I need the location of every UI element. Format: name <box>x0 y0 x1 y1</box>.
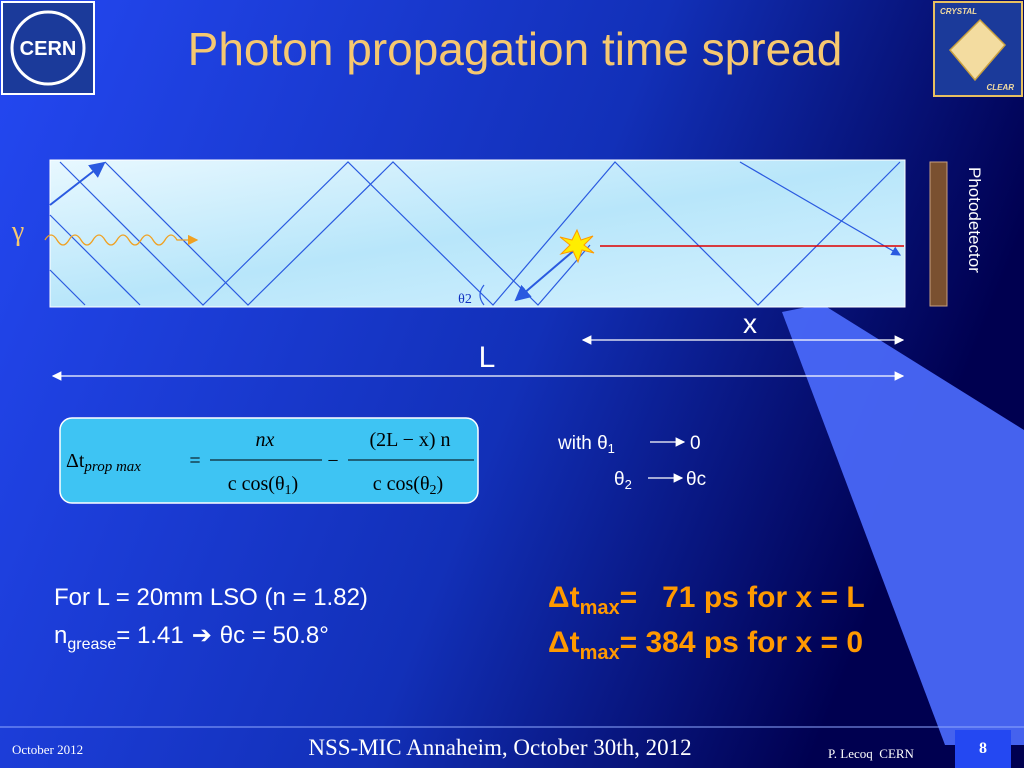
photodetector <box>929 161 948 307</box>
ray-arrow <box>514 246 579 302</box>
limit-part: θ <box>614 469 625 490</box>
result-part: = 71 ps for x = L <box>620 581 865 614</box>
cern-logo <box>1 1 95 95</box>
slide-title: Photon propagation time spread <box>188 23 843 75</box>
ray-arrow <box>739 161 902 256</box>
crystal-logo-text: CRYSTAL <box>940 7 977 16</box>
result-part: max <box>580 597 620 619</box>
formula-text: Δtprop max <box>66 450 141 475</box>
formula-part: ) <box>292 473 299 495</box>
result-text: Δtmax= 384 ps for x = 0 <box>548 626 863 664</box>
condition-part: = 1.41 <box>116 622 183 649</box>
formula-part: Δt <box>66 450 85 472</box>
beam <box>782 304 1024 745</box>
ray-path <box>49 214 141 306</box>
angle-label: θ2 <box>458 292 472 307</box>
ray-path <box>49 269 86 306</box>
limit-part: 1 <box>608 441 615 456</box>
condition-part: n <box>54 622 67 649</box>
limit-text: θc <box>686 469 706 490</box>
limit-text: 0 <box>690 433 701 454</box>
page-number-box <box>955 730 1011 768</box>
formula-part: prop max <box>83 459 141 475</box>
condition-text: ngrease= 1.41 ➔ θc = 50.8° <box>54 622 329 653</box>
ray-path <box>104 161 591 306</box>
result-part: max <box>580 642 620 664</box>
cern-logo-ring <box>10 10 86 86</box>
condition-text: For L = 20mm LSO (n = 1.82) <box>54 584 368 611</box>
crystal-logo-shape <box>948 18 1007 82</box>
gamma-wave <box>44 234 199 246</box>
angle-arc <box>479 284 485 306</box>
cern-logo-text: CERN <box>20 38 77 60</box>
formula-text: = <box>189 450 200 472</box>
limit-part: with θ <box>557 433 608 454</box>
scintillation-flash <box>559 228 595 264</box>
limit-part: 2 <box>625 477 632 492</box>
photodetector-label: Photodetector <box>965 167 984 273</box>
crystal-logo-text: CLEAR <box>986 83 1014 92</box>
footer-author: P. Lecoq CERN <box>828 746 915 761</box>
footer-event: NSS-MIC Annaheim, October 30th, 2012 <box>308 735 691 760</box>
condition-part: ➔ <box>192 622 212 649</box>
result-part: = 384 ps for x = 0 <box>620 626 863 659</box>
limit-text: θ2 <box>614 469 632 492</box>
crystal <box>49 159 906 308</box>
formula-part: 1 <box>285 483 292 498</box>
result-text: Δtmax= 71 ps for x = L <box>548 581 865 619</box>
footer-date: October 2012 <box>12 742 83 757</box>
condition-part: θc = 50.8° <box>220 622 329 649</box>
formula-part: c cos(θ <box>228 473 285 495</box>
condition-part: grease <box>67 636 116 653</box>
limit-text: with θ1 <box>557 433 615 456</box>
formula-part: c cos(θ <box>373 473 430 495</box>
L-label: L <box>479 341 496 374</box>
gamma-label: γ <box>11 216 24 247</box>
formula-text: c cos(θ1) <box>228 473 298 498</box>
result-part: Δt <box>548 626 580 659</box>
ray-arrow <box>49 161 106 206</box>
formula-text: nx <box>256 429 275 451</box>
formula-text: − <box>327 450 338 472</box>
formula-part: 2 <box>430 483 437 498</box>
page-number: 8 <box>979 740 987 757</box>
result-part: Δt <box>548 581 580 614</box>
ray-path <box>59 161 901 306</box>
x-label: x <box>743 308 757 339</box>
formula-text: (2L − x) n <box>369 429 450 451</box>
formula-text: c cos(θ2) <box>373 473 443 498</box>
formula-part: ) <box>437 473 444 495</box>
